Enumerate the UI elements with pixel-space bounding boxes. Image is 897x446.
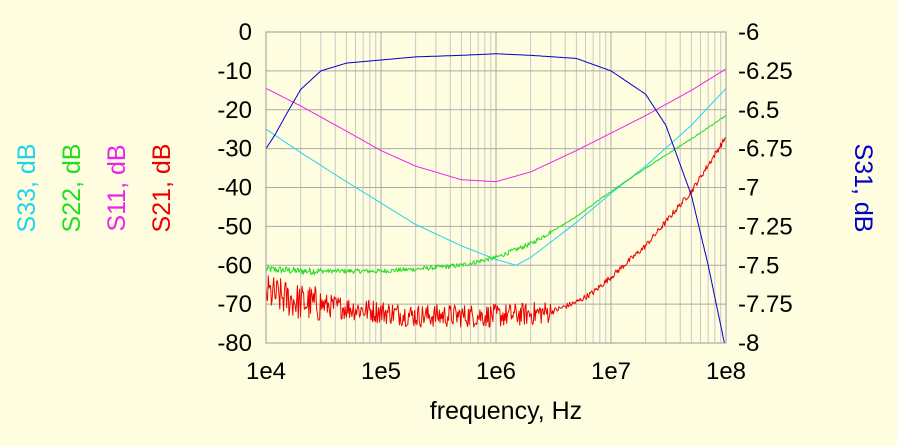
x-axis-label: frequency, Hz — [430, 397, 582, 425]
left-axis-labels: S33, dB S22, dB S11, dB S21, dB — [13, 144, 176, 233]
series-line-s11 — [265, 68, 727, 183]
x-tick-label: 1e8 — [706, 358, 746, 385]
y-left-tick-label: -50 — [217, 213, 252, 240]
plot-border — [265, 31, 727, 344]
y-right-tick-label: -7.25 — [738, 213, 793, 240]
x-tick-label: 1e4 — [246, 358, 286, 385]
y-left-tick-label: -70 — [217, 291, 252, 318]
y-left-tick-label: -30 — [217, 136, 252, 163]
x-tick-label: 1e6 — [476, 358, 516, 385]
y-left-tick-label: -40 — [217, 175, 252, 202]
left-axis-label: S21, dB — [148, 144, 176, 233]
series-line-s33 — [265, 88, 727, 266]
y-right-tick-label: -7.5 — [738, 252, 779, 279]
y-left-tick-label: -80 — [217, 330, 252, 357]
x-tick-labels: 1e4 1e5 1e6 1e7 1e8 — [246, 358, 746, 385]
y-right-tick-label: -8 — [738, 330, 759, 357]
y-left-tick-label: -20 — [217, 97, 252, 124]
y-right-tick-label: -6 — [738, 19, 759, 46]
right-axis-label: S31, dB — [849, 144, 877, 233]
series-line-s21 — [265, 137, 727, 328]
y-right-tick-label: -6.5 — [738, 97, 779, 124]
y-right-tick-label: -7 — [738, 175, 759, 202]
y-left-tick-label: 0 — [239, 19, 252, 46]
y-left-tick-label: -10 — [217, 58, 252, 85]
grid — [265, 31, 727, 344]
x-tick-label: 1e5 — [361, 358, 401, 385]
series-line-s31 — [265, 53, 726, 344]
left-axis-label: S33, dB — [13, 144, 41, 233]
y-right-tick-label: -6.25 — [738, 58, 793, 85]
y-left-tick-labels: 0 -10 -20 -30 -40 -50 -60 -70 -80 — [217, 19, 252, 357]
y-right-tick-label: -6.75 — [738, 136, 793, 163]
series-line-s22 — [265, 114, 727, 276]
y-right-tick-label: -7.75 — [738, 291, 793, 318]
left-axis-label: S22, dB — [58, 144, 86, 233]
x-tick-label: 1e7 — [591, 358, 631, 385]
series-layer — [265, 53, 727, 344]
y-right-tick-labels: -6 -6.25 -6.5 -6.75 -7 -7.25 -7.5 -7.75 -8 — [738, 19, 793, 357]
left-axis-label: S11, dB — [103, 144, 131, 231]
y-left-tick-label: -60 — [217, 252, 252, 279]
